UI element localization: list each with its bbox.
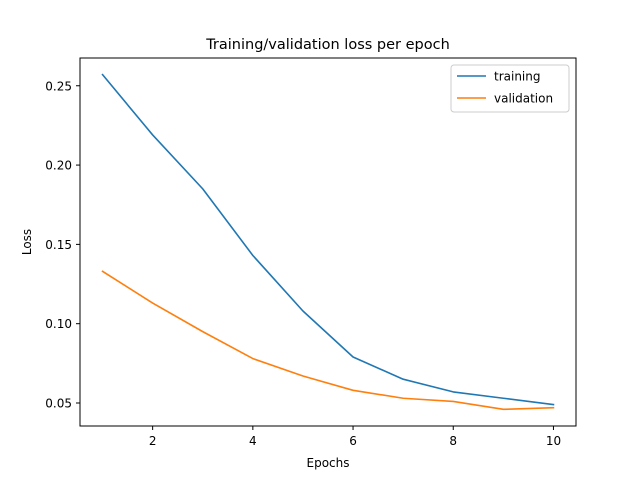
y-tick-label: 0.20 (45, 159, 72, 173)
series-line-validation (101, 270, 555, 411)
x-tick-label: 2 (149, 434, 157, 448)
legend-label-training: training (494, 70, 541, 84)
series-layer (101, 73, 555, 411)
chart-title: Training/validation loss per epoch (205, 37, 450, 53)
y-tick-label: 0.25 (45, 79, 72, 93)
series-line-training (101, 73, 555, 406)
legend-label-validation: validation (494, 92, 553, 106)
x-tick-label: 8 (449, 434, 457, 448)
y-tick-label: 0.05 (45, 397, 72, 411)
y-tick-label: 0.15 (45, 238, 72, 252)
x-axis: 2 4 6 8 10 (149, 426, 561, 448)
y-axis: 0.05 0.10 0.15 0.20 0.25 (45, 79, 80, 411)
x-tick-label: 4 (249, 434, 257, 448)
y-axis-label: Loss (20, 229, 34, 255)
x-axis-label: Epochs (307, 456, 350, 470)
plot-frame (79, 57, 577, 427)
legend-items: training validation (457, 70, 553, 106)
legend: training validation (450, 64, 570, 113)
x-tick-label: 10 (546, 434, 561, 448)
y-tick-label: 0.10 (45, 317, 72, 331)
x-tick-label: 6 (349, 434, 357, 448)
